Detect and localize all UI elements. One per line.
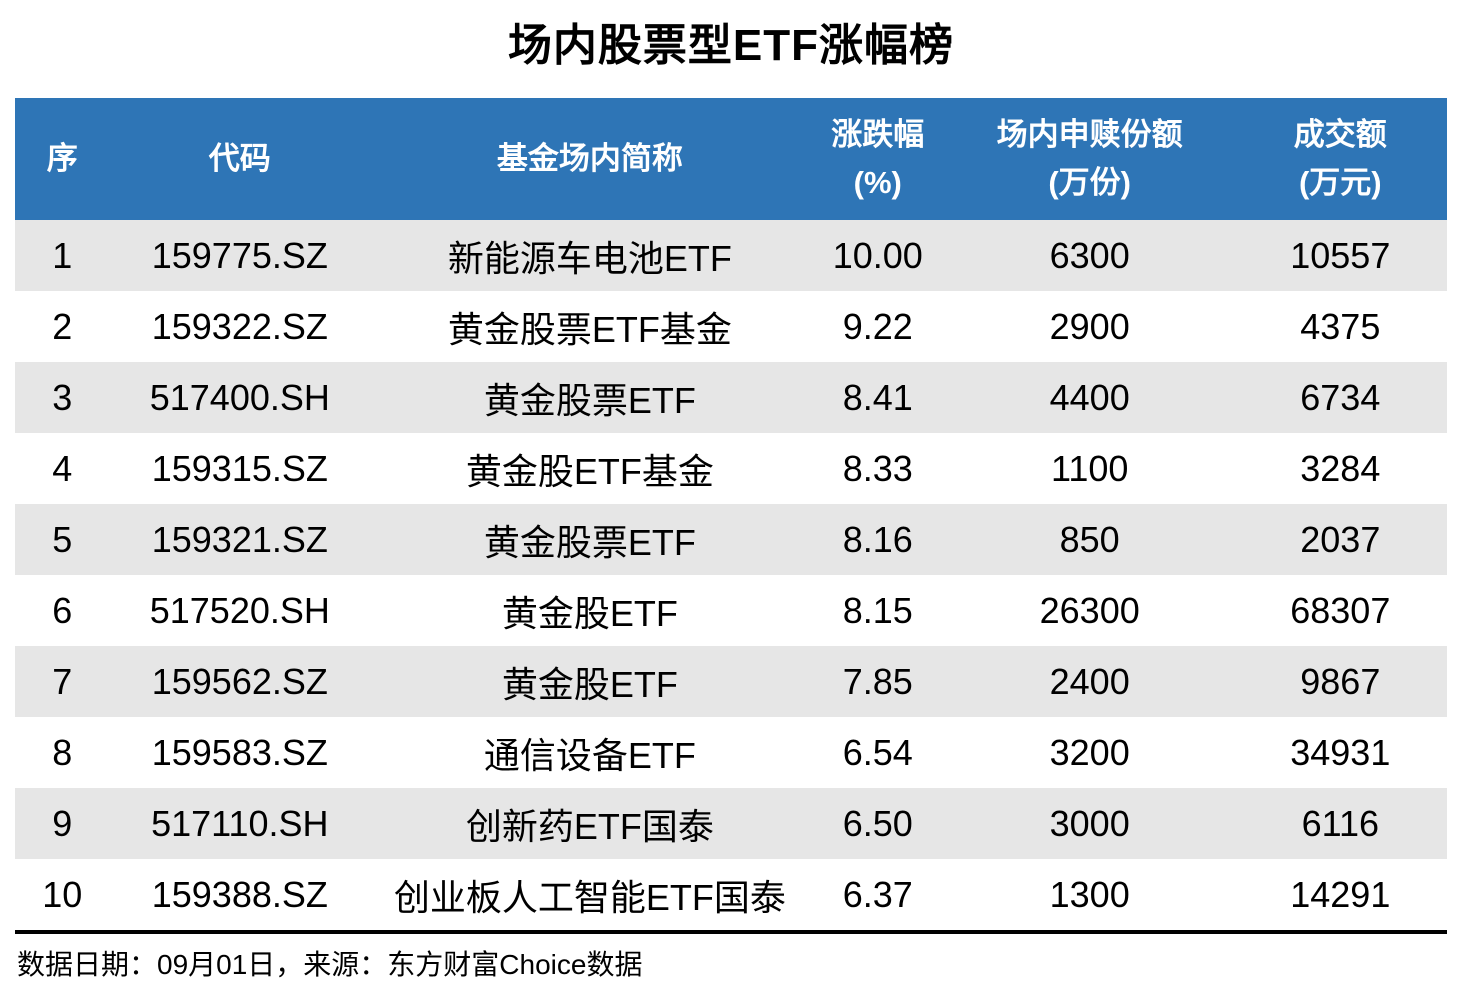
cell-name: 创业板人工智能ETF国泰 (393, 876, 786, 918)
cell-shares: 1100 (1050, 447, 1129, 489)
col-header-turnover: 成交额 (万元) (1233, 98, 1447, 220)
cell-name: 黄金股票ETF基金 (447, 308, 732, 350)
cell-index: 10 (42, 873, 83, 915)
cell-index: 6 (52, 589, 73, 631)
col-header-name: 基金场内简称 (370, 98, 810, 220)
table-row: 8 159583.SZ 通信设备ETF 6.54 3200 34931 (15, 717, 1447, 788)
table-header: 序 代码 基金场内简称 涨跌幅 (%) 场内申赎份额 (万份) 成交额 (万元) (15, 98, 1447, 220)
cell-code: 159321.SZ (151, 518, 328, 560)
table-row: 6 517520.SH 黄金股ETF 8.15 26300 68307 (15, 575, 1447, 646)
col-header-change: 涨跌幅 (%) (809, 98, 946, 220)
table-row: 5 159321.SZ 黄金股票ETF 8.16 850 2037 (15, 504, 1447, 575)
cell-index: 9 (52, 802, 73, 844)
cell-change: 8.33 (842, 447, 913, 489)
cell-index: 3 (52, 376, 73, 418)
cell-shares: 3200 (1049, 731, 1130, 773)
cell-shares: 1300 (1049, 873, 1130, 915)
etf-ranking-table: 序 代码 基金场内简称 涨跌幅 (%) 场内申赎份额 (万份) 成交额 (万元) 1 159775… (15, 98, 1447, 930)
cell-change: 6.50 (842, 802, 913, 844)
cell-change: 8.15 (842, 589, 913, 631)
col-header-line2: (万份) (1048, 165, 1131, 200)
cell-name: 黄金股ETF (501, 592, 678, 634)
cell-index: 8 (52, 731, 73, 773)
col-header-index: 序 (15, 98, 110, 220)
cell-index: 1 (52, 234, 73, 276)
col-header-line2: (%) (853, 165, 902, 200)
cell-name: 黄金股票ETF (483, 521, 696, 563)
cell-change: 9.22 (842, 305, 913, 347)
table-row: 3 517400.SH 黄金股票ETF 8.41 4400 6734 (15, 362, 1447, 433)
col-header-line1: 代码 (208, 141, 271, 176)
cell-turnover: 68307 (1290, 589, 1391, 631)
col-header-shares: 场内申赎份额 (万份) (945, 98, 1234, 220)
cell-code: 159562.SZ (151, 660, 328, 702)
cell-code: 159315.SZ (151, 447, 328, 489)
cell-index: 4 (52, 447, 73, 489)
col-header-line2: (万元) (1298, 165, 1382, 200)
cell-code: 517400.SH (149, 376, 330, 418)
cell-code: 159322.SZ (151, 305, 328, 347)
cell-shares: 3000 (1049, 802, 1130, 844)
cell-change: 10.00 (832, 234, 923, 276)
col-header-line1: 成交额 (1293, 117, 1387, 152)
cell-index: 2 (52, 305, 73, 347)
cell-change: 6.54 (842, 731, 913, 773)
cell-turnover: 34931 (1290, 731, 1391, 773)
table-header-row: 序 代码 基金场内简称 涨跌幅 (%) 场内申赎份额 (万份) 成交额 (万元) (15, 98, 1447, 220)
cell-code: 517520.SH (149, 589, 330, 631)
cell-shares: 4400 (1049, 376, 1130, 418)
cell-name: 黄金股ETF基金 (465, 450, 714, 492)
col-header-line1: 场内申赎份额 (996, 117, 1183, 152)
cell-index: 7 (52, 660, 73, 702)
col-header-line1: 基金场内简称 (496, 141, 683, 176)
table-row: 2 159322.SZ 黄金股票ETF基金 9.22 2900 4375 (15, 291, 1447, 362)
cell-shares: 850 (1059, 518, 1120, 560)
cell-change: 8.16 (842, 518, 913, 560)
cell-change: 7.85 (842, 660, 913, 702)
cell-turnover: 6734 (1300, 376, 1381, 418)
col-header-line1: 涨跌幅 (831, 117, 925, 152)
cell-change: 6.37 (842, 873, 913, 915)
cell-shares: 26300 (1039, 589, 1140, 631)
cell-shares: 6300 (1049, 234, 1130, 276)
table-row: 1 159775.SZ 新能源车电池ETF 10.00 6300 10557 (15, 220, 1447, 291)
col-header-code: 代码 (109, 98, 371, 220)
table-row: 4 159315.SZ 黄金股ETF基金 8.33 1100 3284 (15, 433, 1447, 504)
cell-shares: 2400 (1049, 660, 1130, 702)
page-title: 场内股票型ETF涨幅榜 (507, 21, 955, 70)
table-row: 7 159562.SZ 黄金股ETF 7.85 2400 9867 (15, 646, 1447, 717)
col-header-line1: 序 (46, 141, 78, 176)
footer-divider (15, 930, 1447, 934)
cell-turnover: 9867 (1300, 660, 1381, 702)
cell-turnover: 10557 (1290, 234, 1391, 276)
source-note: 数据日期：09月01日，来源：东方财富Choice数据 (17, 949, 643, 980)
cell-change: 8.41 (842, 376, 913, 418)
cell-turnover: 14291 (1290, 873, 1391, 915)
cell-turnover: 3284 (1300, 447, 1381, 489)
cell-code: 159583.SZ (151, 731, 328, 773)
cell-code: 517110.SH (151, 802, 329, 844)
cell-code: 159775.SZ (151, 234, 328, 276)
table-row: 10 159388.SZ 创业板人工智能ETF国泰 6.37 1300 14291 (15, 859, 1447, 930)
table-row: 9 517110.SH 创新药ETF国泰 6.50 3000 6116 (15, 788, 1447, 859)
cell-turnover: 4375 (1300, 305, 1381, 347)
cell-name: 创新药ETF国泰 (465, 805, 714, 847)
cell-name: 黄金股票ETF (483, 379, 696, 421)
cell-code: 159388.SZ (151, 873, 328, 915)
cell-shares: 2900 (1049, 305, 1130, 347)
cell-turnover: 6116 (1301, 802, 1379, 844)
cell-name: 通信设备ETF (483, 734, 696, 776)
cell-turnover: 2037 (1300, 518, 1381, 560)
cell-name: 黄金股ETF (501, 663, 678, 705)
cell-index: 5 (52, 518, 73, 560)
table-body: 1 159775.SZ 新能源车电池ETF 10.00 6300 10557 2 159322… (15, 220, 1447, 930)
cell-name: 新能源车电池ETF (447, 237, 732, 279)
